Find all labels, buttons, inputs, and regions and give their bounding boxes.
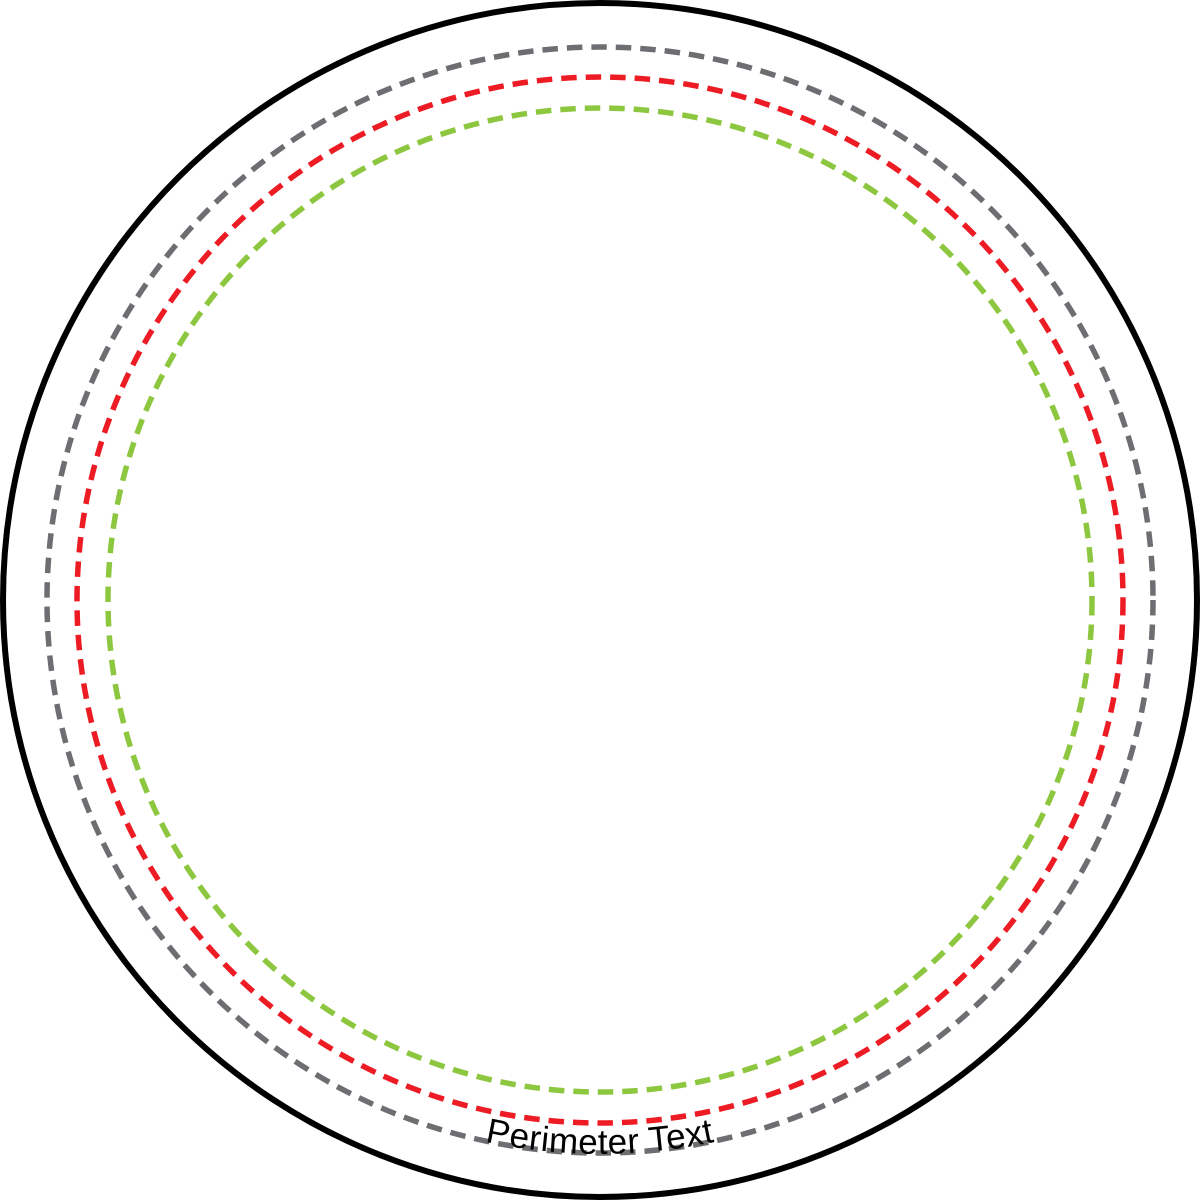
perimeter-text-path [46,600,1154,1154]
gray-circle-dashed [44,44,1156,1156]
red-circle-dashed [74,74,1126,1126]
green-circle-dashed [105,105,1095,1095]
perimeter-text: Perimeter Text [483,1111,716,1162]
perimeter-text-content: Perimeter Text [483,1111,716,1162]
